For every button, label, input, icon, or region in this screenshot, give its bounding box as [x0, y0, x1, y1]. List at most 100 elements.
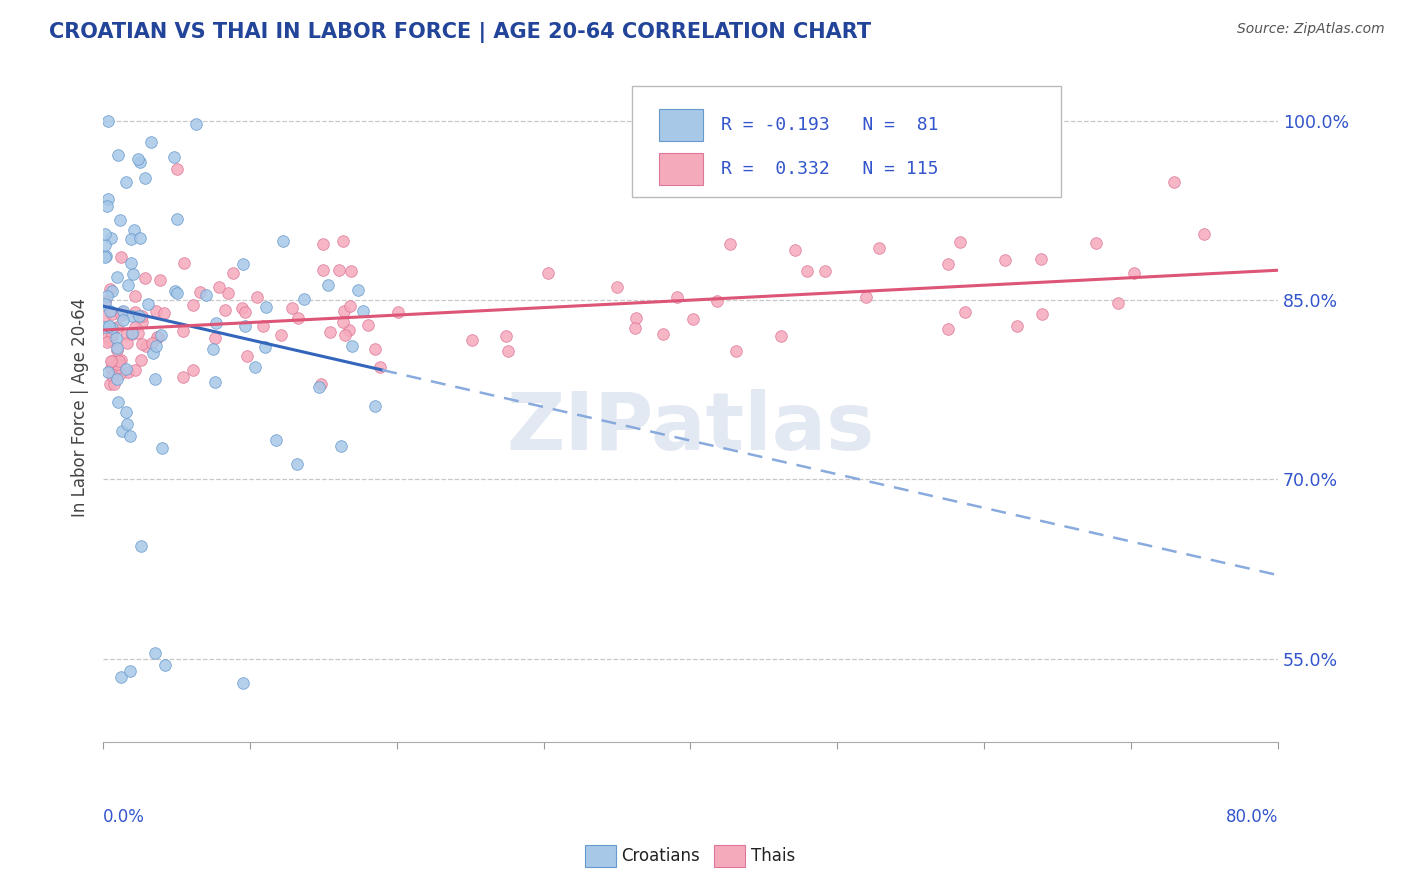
Point — [110, 424, 132, 438]
Point — [308, 380, 330, 394]
Point — [96, 113, 118, 128]
Text: Croatians: Croatians — [621, 847, 700, 865]
Point — [131, 315, 153, 329]
Point — [93, 297, 115, 311]
Point — [143, 646, 166, 660]
Bar — [659, 153, 703, 185]
Point — [253, 340, 276, 354]
Point — [387, 304, 409, 318]
Point — [127, 326, 149, 341]
Text: ZIPatlas: ZIPatlas — [506, 389, 875, 467]
Point — [232, 675, 254, 690]
Point — [120, 255, 142, 269]
Point — [100, 361, 122, 376]
Point — [145, 338, 167, 352]
Point — [496, 343, 519, 358]
Point — [108, 212, 131, 227]
Point — [115, 417, 138, 432]
Point — [97, 329, 120, 343]
Point — [364, 342, 387, 356]
Point — [333, 304, 356, 318]
Point — [606, 280, 628, 294]
Point — [93, 294, 115, 309]
Point — [135, 338, 157, 352]
Point — [347, 283, 370, 297]
Point — [537, 266, 560, 280]
Point — [233, 305, 256, 319]
Point — [112, 313, 135, 327]
Point — [117, 278, 139, 293]
Point — [124, 362, 146, 376]
Point — [163, 285, 186, 299]
Point — [1192, 227, 1215, 242]
Point — [142, 346, 165, 360]
Point — [936, 321, 959, 335]
Point — [204, 331, 226, 345]
Point — [104, 331, 127, 345]
Point — [332, 235, 354, 249]
Point — [114, 175, 136, 189]
Point — [201, 342, 224, 356]
Point — [122, 223, 145, 237]
Point — [127, 152, 149, 166]
Point — [270, 327, 292, 342]
Text: CROATIAN VS THAI IN LABOR FORCE | AGE 20-64 CORRELATION CHART: CROATIAN VS THAI IN LABOR FORCE | AGE 20… — [49, 22, 872, 44]
Point — [93, 309, 115, 323]
Point — [141, 336, 163, 351]
Point — [105, 343, 128, 358]
Point — [107, 395, 129, 409]
Point — [1107, 296, 1129, 310]
Point — [149, 273, 172, 287]
Point — [339, 299, 361, 313]
Point — [146, 330, 169, 344]
Point — [110, 670, 132, 684]
Point — [666, 290, 689, 304]
Point — [131, 309, 153, 323]
Point — [100, 308, 122, 322]
Point — [724, 344, 747, 359]
Point — [100, 284, 122, 298]
Point — [332, 315, 354, 329]
Point — [128, 155, 150, 169]
Point — [100, 231, 122, 245]
Point — [495, 329, 517, 343]
Point — [328, 262, 350, 277]
Point — [121, 326, 143, 341]
Point — [103, 376, 125, 391]
Point — [153, 306, 176, 320]
Point — [222, 266, 245, 280]
Point — [368, 359, 391, 374]
Point — [115, 405, 138, 419]
Point — [97, 192, 120, 206]
Point — [166, 161, 188, 176]
Point — [264, 434, 287, 448]
Point — [107, 148, 129, 162]
Point — [124, 319, 146, 334]
Point — [107, 354, 129, 368]
Point — [243, 359, 266, 374]
Point — [105, 342, 128, 356]
Point — [93, 319, 115, 334]
Point — [150, 328, 173, 343]
Point — [98, 334, 121, 348]
Point — [110, 353, 132, 368]
Point — [97, 365, 120, 379]
Point — [204, 375, 226, 389]
Point — [115, 327, 138, 342]
Point — [94, 249, 117, 263]
Point — [231, 301, 253, 316]
Point — [718, 236, 741, 251]
FancyBboxPatch shape — [631, 87, 1060, 197]
Point — [814, 264, 837, 278]
Point — [143, 372, 166, 386]
Point — [148, 329, 170, 343]
Y-axis label: In Labor Force | Age 20-64: In Labor Force | Age 20-64 — [72, 298, 89, 517]
Point — [128, 309, 150, 323]
Point — [333, 327, 356, 342]
Point — [117, 365, 139, 379]
Text: Source: ZipAtlas.com: Source: ZipAtlas.com — [1237, 22, 1385, 37]
Point — [173, 256, 195, 270]
Point — [208, 279, 231, 293]
Point — [312, 236, 335, 251]
Point — [101, 326, 124, 341]
